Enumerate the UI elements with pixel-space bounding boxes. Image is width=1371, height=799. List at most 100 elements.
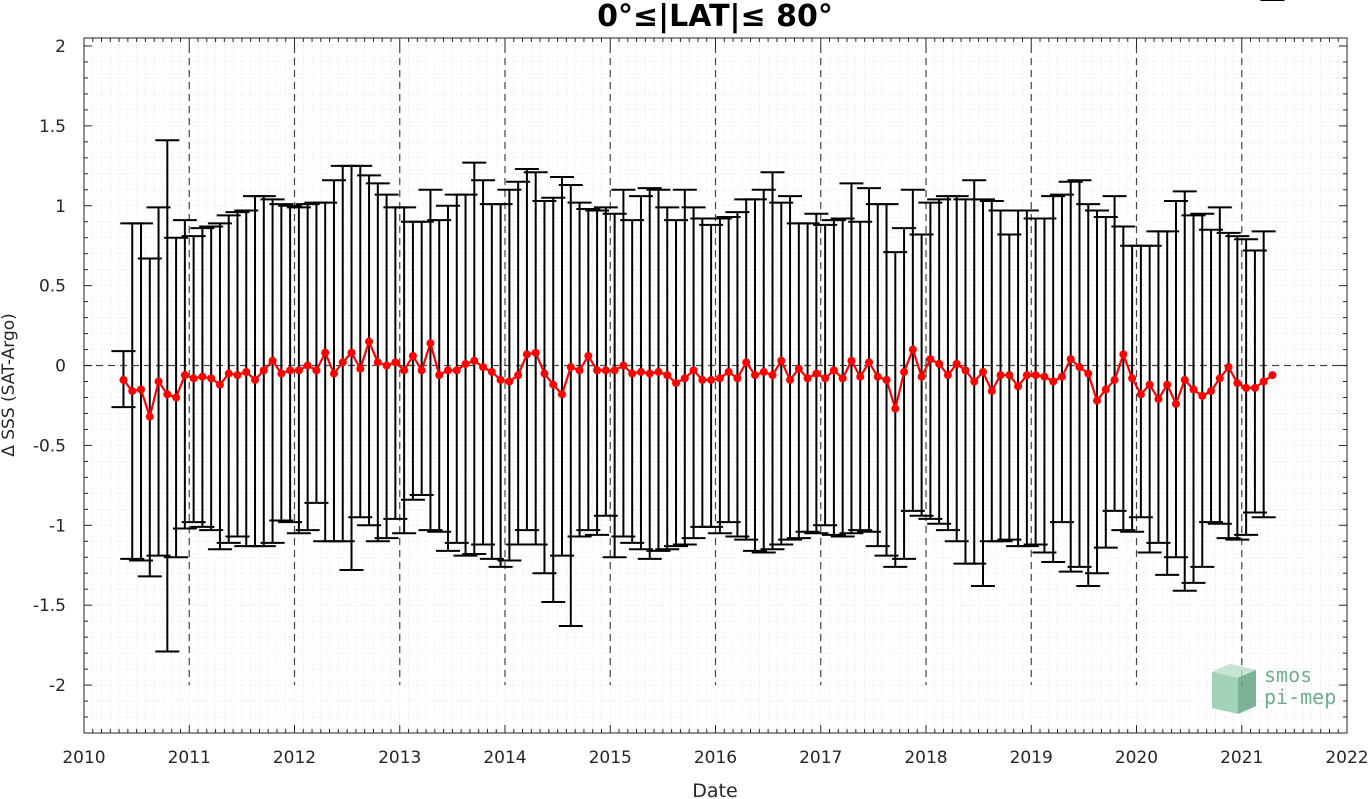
- mean-point: [312, 366, 321, 375]
- mean-point: [233, 371, 242, 380]
- y-tick-label: 0: [55, 357, 66, 377]
- mean-point: [654, 367, 663, 376]
- mean-point: [1154, 395, 1163, 404]
- mean-point: [242, 367, 251, 376]
- mean-point: [1215, 374, 1224, 383]
- x-tick-label: 2015: [589, 748, 632, 768]
- x-tick-label: 2020: [1115, 748, 1158, 768]
- mean-point: [593, 366, 602, 375]
- y-tick-label: 1: [55, 197, 66, 217]
- x-tick-label: 2017: [799, 748, 842, 768]
- mean-point: [303, 361, 312, 370]
- mean-point: [137, 385, 146, 394]
- mean-point: [286, 366, 295, 375]
- mean-point: [908, 345, 917, 354]
- mean-point: [1198, 391, 1207, 400]
- cube-icon: [1212, 664, 1256, 714]
- mean-point: [531, 348, 540, 357]
- mean-point: [119, 375, 128, 384]
- logo-line-1: smos: [1264, 663, 1312, 687]
- mean-point: [259, 366, 268, 375]
- x-axis-label: Date: [692, 780, 737, 799]
- smos-pimep-logo: smos pi-mep: [1212, 663, 1336, 714]
- mean-point: [1189, 385, 1198, 394]
- mean-point: [794, 364, 803, 373]
- mean-point: [1119, 350, 1128, 359]
- mean-point: [628, 369, 637, 378]
- x-tick-label: 2018: [904, 748, 947, 768]
- mean-point: [1022, 371, 1031, 380]
- mean-point: [487, 367, 496, 376]
- x-tick-label: 2014: [483, 748, 526, 768]
- mean-point: [1180, 375, 1189, 384]
- mean-point: [294, 366, 303, 375]
- mean-point: [1101, 385, 1110, 394]
- mean-point: [715, 374, 724, 383]
- mean-point: [724, 367, 733, 376]
- mean-point: [172, 393, 181, 402]
- mean-point: [1040, 372, 1049, 381]
- x-tick-label: 2013: [378, 748, 421, 768]
- mean-point: [786, 375, 795, 384]
- x-tick-labels: 2010 2011 2012 2013 2014 2015 2016 2017 2018 2019…: [62, 748, 1368, 768]
- y-axis-label: Δ SSS (SAT-Argo): [0, 313, 19, 457]
- x-tick-label: 2012: [273, 748, 316, 768]
- mean-point: [566, 363, 575, 372]
- y-tick-label: -1.5: [33, 596, 66, 616]
- mean-point: [900, 367, 909, 376]
- mean-point: [1259, 377, 1268, 386]
- mean-point: [707, 375, 716, 384]
- mean-point: [829, 366, 838, 375]
- mean-point: [1128, 374, 1137, 383]
- mean-point: [189, 374, 198, 383]
- mean-point: [154, 377, 163, 386]
- mean-point: [505, 377, 514, 386]
- chart-title: 0°≤|LAT|≤ 80°: [597, 0, 833, 34]
- mean-point: [750, 371, 759, 380]
- mean-point: [522, 350, 531, 359]
- mean-point: [1250, 383, 1259, 392]
- mean-point: [128, 387, 137, 396]
- mean-point: [601, 366, 610, 375]
- mean-point: [549, 380, 558, 389]
- mean-point: [926, 355, 935, 364]
- mean-point: [470, 356, 479, 365]
- mean-point: [356, 364, 365, 373]
- mean-point: [680, 374, 689, 383]
- reference-lines: [84, 45, 1347, 686]
- mean-point: [251, 375, 260, 384]
- mean-point: [970, 377, 979, 386]
- mean-point: [1093, 396, 1102, 405]
- mean-point: [952, 359, 961, 368]
- mean-point: [610, 366, 619, 375]
- mean-point: [575, 366, 584, 375]
- mean-point: [663, 371, 672, 380]
- mean-point: [338, 358, 347, 367]
- mean-point: [821, 374, 830, 383]
- mean-point: [215, 380, 224, 389]
- mean-point: [891, 404, 900, 413]
- mean-point: [636, 367, 645, 376]
- mean-point: [917, 372, 926, 381]
- y-tick-label: -2: [49, 676, 66, 696]
- mean-point: [812, 369, 821, 378]
- mean-point: [452, 366, 461, 375]
- mean-point: [540, 369, 549, 378]
- mean-point: [979, 367, 988, 376]
- mean-point: [426, 339, 435, 348]
- mean-point: [777, 356, 786, 365]
- mean-point: [408, 351, 417, 360]
- mean-point: [277, 369, 286, 378]
- mean-point: [373, 358, 382, 367]
- mean-point: [198, 372, 207, 381]
- mean-point: [1005, 371, 1014, 380]
- mean-point: [1014, 382, 1023, 391]
- mean-point: [759, 367, 768, 376]
- axis-ticks: [83, 38, 1348, 734]
- mean-point: [1171, 399, 1180, 408]
- mean-point: [768, 371, 777, 380]
- mean-point: [496, 375, 505, 384]
- mean-point: [558, 390, 567, 399]
- mean-point: [584, 351, 593, 360]
